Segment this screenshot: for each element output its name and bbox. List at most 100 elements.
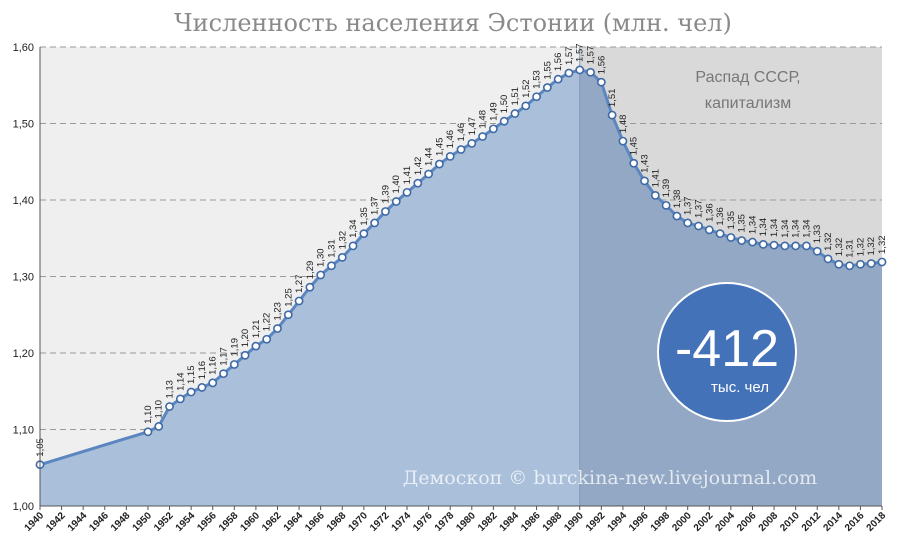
x-tick-label: 1960 [239, 510, 263, 534]
data-label: 1,46 [445, 130, 456, 149]
x-tick-label: 1956 [195, 510, 219, 534]
data-label: 1,37 [683, 196, 694, 215]
data-label: 1,34 [801, 219, 812, 238]
data-label: 1,52 [521, 79, 532, 98]
x-tick-label: 2008 [757, 510, 781, 534]
data-label: 1,41 [650, 169, 661, 188]
x-tick-label: 1976 [411, 510, 435, 534]
x-tick-label: 1940 [23, 510, 47, 534]
data-point [758, 239, 768, 249]
data-point [229, 360, 239, 369]
data-point [445, 151, 455, 161]
x-tick-label: 1966 [303, 510, 327, 534]
badge: -412 тыс. чел [657, 282, 797, 422]
data-label: 1,33 [812, 225, 823, 244]
y-tick-label: 1,10 [13, 425, 34, 437]
data-label: 1,47 [467, 117, 478, 136]
data-point [607, 110, 617, 120]
data-point [748, 237, 757, 247]
data-label: 1,23 [272, 302, 283, 321]
data-point [542, 83, 552, 92]
data-label: 1,16 [197, 361, 208, 380]
data-point [575, 65, 585, 75]
data-marks: 1,051,101,101,131,141,151,161,161,171,19… [35, 43, 888, 470]
data-point [424, 169, 434, 179]
data-label: 1,48 [478, 110, 489, 129]
data-label: 1,34 [791, 219, 802, 238]
x-tick-label: 1958 [217, 510, 241, 534]
data-point [273, 324, 282, 333]
data-label: 1,32 [823, 232, 834, 251]
data-point [694, 221, 703, 231]
y-tick-label: 1,50 [13, 119, 34, 131]
data-label: 1,49 [488, 102, 499, 121]
data-point [294, 296, 304, 306]
data-label: 1,34 [780, 219, 791, 238]
data-label: 1,32 [866, 237, 877, 256]
data-point [791, 241, 801, 251]
data-point [640, 176, 649, 186]
data-label: 1,36 [715, 207, 726, 226]
data-label: 1,53 [532, 70, 543, 89]
data-point [488, 124, 498, 134]
x-tick-label: 1982 [476, 510, 500, 534]
data-label: 1,15 [186, 366, 197, 385]
data-point [467, 138, 477, 148]
x-tick-label: 1952 [152, 510, 176, 534]
data-point [704, 225, 714, 235]
x-tick-label: 2014 [821, 510, 845, 534]
data-label: 1,31 [845, 239, 856, 258]
data-point [143, 427, 153, 437]
data-label: 1,32 [855, 238, 866, 257]
x-tick-label: 2002 [692, 510, 716, 534]
data-label: 1,43 [640, 154, 651, 173]
data-point [316, 270, 326, 280]
data-label: 1,48 [618, 115, 629, 134]
x-tick-label: 1944 [66, 510, 90, 534]
data-point [208, 378, 218, 388]
watermark: Демоскоп © burckina-new.livejournal.com [403, 467, 817, 489]
data-label: 1,16 [208, 356, 219, 375]
data-label: 1,35 [726, 211, 737, 230]
data-label: 1,34 [348, 219, 359, 238]
data-label: 1,39 [380, 185, 391, 204]
x-tick-label: 1964 [282, 510, 306, 534]
plot-area [40, 46, 882, 506]
x-tick-label: 2000 [670, 510, 694, 534]
y-tick-label: 1,40 [13, 195, 34, 207]
data-point [802, 241, 811, 251]
data-label: 1,27 [294, 274, 305, 293]
data-label: 1,34 [747, 216, 758, 235]
x-tick-label: 2012 [800, 510, 824, 534]
x-tick-label: 1954 [174, 510, 198, 534]
x-tick-label: 1972 [368, 510, 392, 534]
data-point [737, 236, 747, 245]
x-tick-label: 1948 [109, 510, 133, 534]
data-point [650, 191, 660, 200]
data-label: 1,45 [434, 138, 445, 157]
x-tick-label: 1962 [260, 510, 284, 534]
data-point [866, 259, 876, 268]
data-point [197, 383, 207, 392]
data-point [359, 229, 369, 239]
data-label: 1,57 [575, 43, 586, 62]
data-point [165, 402, 174, 411]
data-label: 1,32 [877, 235, 888, 254]
data-label: 1,45 [629, 137, 640, 156]
data-point [877, 257, 887, 267]
data-point [499, 116, 509, 126]
data-point [381, 207, 390, 216]
x-tick-label: 1984 [498, 510, 522, 534]
y-tick-label: 1,20 [13, 348, 34, 360]
data-point [370, 218, 380, 228]
x-tick-label: 2018 [865, 510, 889, 534]
data-point [596, 77, 606, 87]
x-tick-label: 1986 [519, 510, 543, 534]
data-point [834, 259, 844, 269]
y-tick-label: 1,00 [13, 501, 34, 513]
data-label: 1,32 [834, 238, 845, 257]
data-label: 1,21 [251, 320, 262, 339]
data-point [553, 74, 563, 84]
data-label: 1,17 [219, 347, 230, 366]
